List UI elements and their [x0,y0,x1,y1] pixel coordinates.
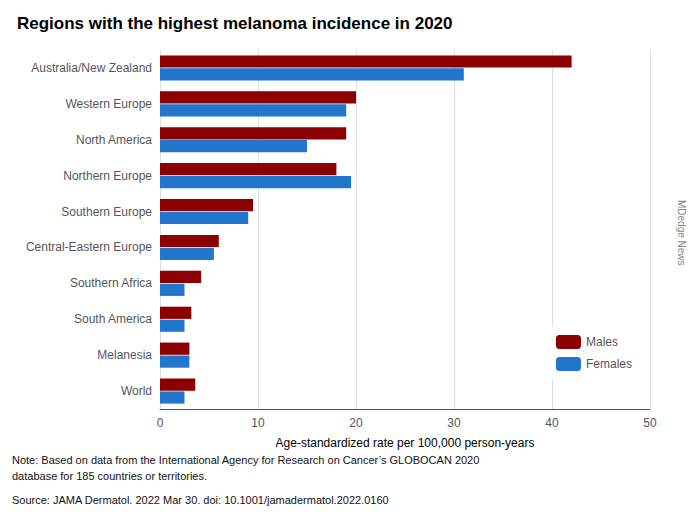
svg-text:Source: JAMA Dermatol. 2022 Ma: Source: JAMA Dermatol. 2022 Mar 30. doi:… [12,494,389,506]
svg-text:Note: Based on data from the I: Note: Based on data from the Internation… [12,454,479,466]
svg-text:Southern Africa: Southern Africa [70,276,152,290]
svg-text:10: 10 [251,416,265,430]
svg-text:South America: South America [74,312,152,326]
svg-text:20: 20 [349,416,363,430]
svg-text:Melanesia: Melanesia [97,348,152,362]
svg-text:Northern Europe: Northern Europe [63,169,152,183]
svg-text:Males: Males [586,335,618,349]
svg-text:Southern Europe: Southern Europe [61,205,152,219]
svg-text:40: 40 [545,416,559,430]
svg-text:Australia/New Zealand: Australia/New Zealand [31,61,152,75]
svg-text:Regions with the highest melan: Regions with the highest melanoma incide… [17,14,453,33]
svg-text:World: World [121,384,152,398]
svg-text:Females: Females [586,357,632,371]
svg-text:Age-standardized rate per 100,: Age-standardized rate per 100,000 person… [276,436,535,450]
svg-text:database for 185 countries or: database for 185 countries or territorie… [12,470,207,482]
svg-text:Central-Eastern Europe: Central-Eastern Europe [26,240,152,254]
svg-text:MDedge News: MDedge News [676,200,687,266]
svg-text:30: 30 [447,416,461,430]
svg-text:50: 50 [643,416,657,430]
svg-text:Western Europe: Western Europe [66,97,153,111]
svg-text:0: 0 [157,416,164,430]
svg-text:North America: North America [76,133,152,147]
